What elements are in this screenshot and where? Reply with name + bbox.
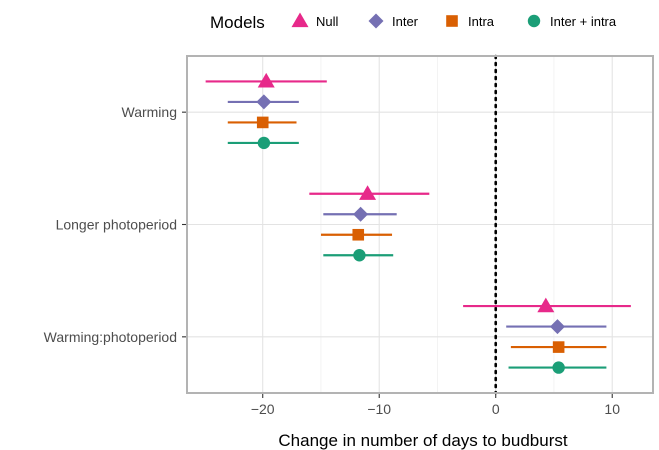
legend-item: Inter (369, 14, 419, 30)
triangle-icon (292, 13, 309, 28)
point-estimate (552, 361, 564, 373)
x-tick-label: −10 (367, 401, 391, 417)
circle-icon (528, 15, 540, 27)
x-axis: −20 −10 0 10 (251, 394, 620, 417)
legend-item-label: Inter (392, 14, 419, 29)
x-tick-label: 10 (604, 401, 620, 417)
legend-item-label: Intra (468, 14, 495, 29)
y-tick-label: Longer photoperiod (56, 217, 177, 233)
x-tick-label: −20 (251, 401, 275, 417)
legend-item: Inter + intra (528, 14, 617, 29)
point-estimate (553, 341, 565, 353)
legend-item-label: Inter + intra (550, 14, 617, 29)
y-axis: Warming Longer photoperiod Warming:photope… (44, 104, 186, 345)
legend-items: Null Inter Intra Inter + intra (292, 13, 617, 30)
legend-item-label: Null (316, 14, 339, 29)
point-estimate (353, 249, 365, 261)
square-icon (446, 15, 458, 27)
point-estimate (257, 117, 269, 129)
legend-item: Intra (446, 14, 495, 29)
legend-item: Null (292, 13, 339, 30)
diamond-icon (369, 14, 384, 29)
x-tick-label: 0 (492, 401, 500, 417)
point-estimate (352, 229, 364, 241)
y-tick-label: Warming:photoperiod (44, 329, 177, 345)
point-estimate (258, 137, 270, 149)
y-tick-label: Warming (122, 104, 178, 120)
legend: Models Null Inter Intra Inter + intra (210, 13, 617, 33)
x-axis-title: Change in number of days to budburst (278, 431, 567, 450)
legend-title: Models (210, 13, 265, 32)
plot-area (187, 56, 653, 393)
